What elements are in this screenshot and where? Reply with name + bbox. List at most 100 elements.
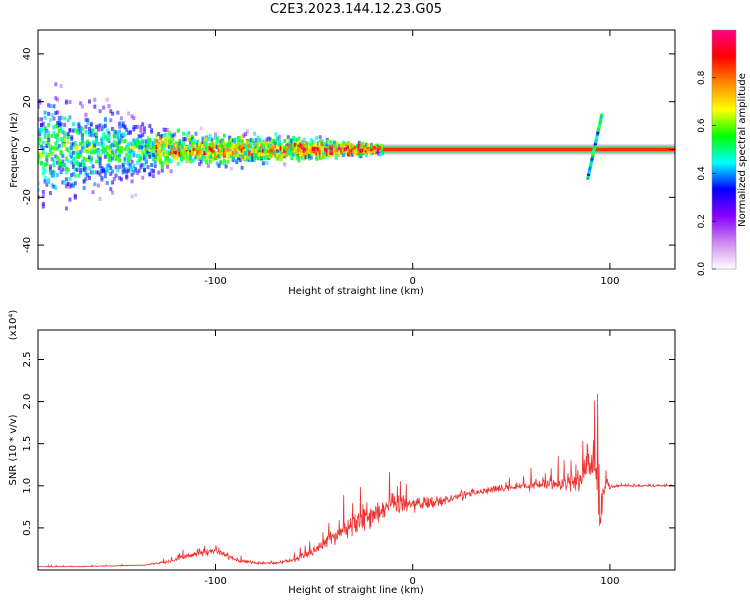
y-tick-label: -40 (22, 237, 33, 253)
heatmap-cell (348, 149, 352, 154)
heatmap-cell (127, 161, 131, 166)
heatmap-cell (100, 177, 104, 182)
heatmap-cell (336, 144, 340, 149)
heatmap-cell (258, 155, 262, 160)
heatmap-cell (48, 104, 52, 109)
heatmap-cell (274, 141, 278, 146)
heatmap-cell (308, 149, 312, 154)
heatmap-cell (368, 150, 372, 155)
heatmap-cell (180, 151, 184, 156)
heatmap-cell (132, 116, 136, 121)
heatmap-cell (141, 162, 145, 167)
heatmap-cell (166, 127, 170, 132)
heatmap-cell (224, 149, 228, 154)
heatmap-cell (343, 147, 347, 152)
heatmap-cell (169, 159, 173, 164)
heatmap-cell (166, 164, 170, 169)
heatmap-cell (299, 152, 303, 157)
heatmap-cell (116, 132, 120, 137)
heatmap-cell (270, 148, 274, 153)
heatmap-cell (119, 149, 123, 154)
heatmap-cell (283, 162, 287, 167)
heatmap-cell (228, 142, 232, 147)
heatmap-cell (357, 147, 361, 152)
heatmap-cell (100, 169, 104, 174)
heatmap-cell (63, 143, 67, 148)
heatmap-cell (237, 155, 241, 160)
heatmap-cell (169, 151, 173, 156)
heatmap-cell (318, 153, 322, 158)
heatmap-cell (171, 145, 175, 150)
heatmap-cell (334, 147, 338, 152)
heatmap-cell (235, 158, 239, 163)
heatmap-cell (157, 170, 161, 175)
heatmap-cell (142, 147, 146, 152)
disturbance-cell (590, 157, 594, 161)
heatmap-cell (79, 125, 83, 130)
heatmap-cell (229, 151, 233, 156)
heatmap-cell (178, 138, 182, 143)
heatmap-cell (320, 139, 324, 144)
heatmap-cell (98, 164, 102, 169)
heatmap-cell (379, 152, 383, 157)
heatmap-cell (213, 141, 217, 146)
heatmap-cell (247, 143, 251, 148)
heatmap-cell (45, 155, 49, 160)
heatmap-cell (50, 133, 54, 138)
heatmap-cell (84, 172, 88, 177)
heatmap-cell (364, 143, 368, 148)
heatmap-cell (290, 151, 294, 156)
heatmap-cell (75, 129, 79, 134)
heatmap-cell (103, 118, 107, 123)
heatmap-cell (52, 184, 56, 189)
heatmap-cell (363, 148, 367, 153)
x-tick-label: -100 (204, 276, 227, 287)
heatmap-cell (43, 162, 47, 167)
heatmap-cell (251, 138, 255, 143)
heatmap-cell (93, 182, 97, 187)
heatmap-cell (95, 138, 99, 143)
heatmap-cell (198, 146, 202, 151)
heatmap-cell (119, 177, 123, 182)
colorbar-tick-label: 0.2 (697, 214, 707, 228)
heatmap-cell (267, 136, 271, 141)
heatmap-cell (377, 151, 381, 156)
heatmap-cell (205, 144, 209, 149)
heatmap-cell (158, 149, 162, 154)
heatmap-cell (233, 150, 237, 155)
heatmap-cell (63, 138, 67, 143)
heatmap-cell (249, 155, 253, 160)
heatmap-cell (277, 134, 281, 139)
heatmap-cell (272, 144, 276, 149)
heatmap-cell (146, 165, 150, 170)
heatmap-cell (41, 150, 45, 155)
disturbance-cell (588, 167, 592, 171)
heatmap-cell (299, 147, 303, 152)
spectrogram-heatmap (38, 82, 675, 211)
heatmap-cell (212, 150, 216, 155)
heatmap-cell (102, 146, 106, 151)
heatmap-cell (375, 150, 379, 155)
heatmap-cell (130, 159, 134, 164)
heatmap-cell (192, 147, 196, 152)
heatmap-cell (107, 157, 111, 162)
heatmap-cell (59, 170, 63, 175)
heatmap-cell (277, 155, 281, 160)
heatmap-cell (50, 145, 54, 150)
heatmap-cell (128, 141, 132, 146)
heatmap-cell (212, 143, 216, 148)
heatmap-cell (235, 145, 239, 150)
snr-xlabel: Height of straight line (km) (288, 585, 424, 596)
heatmap-cell (68, 145, 72, 150)
heatmap-cell (89, 150, 93, 155)
heatmap-cell (155, 149, 159, 154)
heatmap-cell (364, 148, 368, 153)
heatmap-cell (116, 144, 120, 149)
heatmap-cell (151, 144, 155, 149)
heatmap-cell (254, 146, 258, 151)
heatmap-cell (142, 144, 146, 149)
heatmap-cell (71, 150, 75, 155)
heatmap-cell (322, 146, 326, 151)
heatmap-cell (284, 146, 288, 151)
heatmap-cell (137, 134, 141, 139)
